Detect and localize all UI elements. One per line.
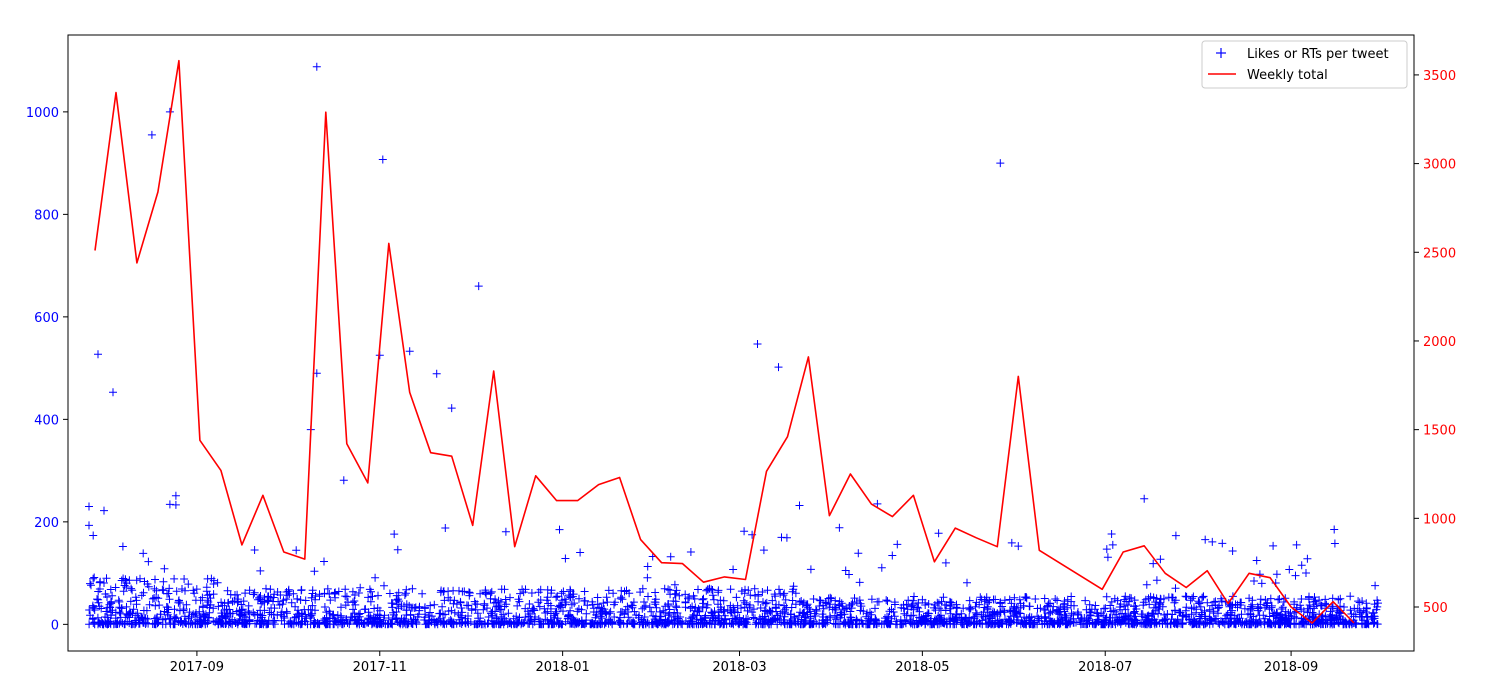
legend-marker-scatter bbox=[1216, 48, 1226, 58]
line-layer bbox=[94, 59, 1355, 624]
y-left-tick-label: 200 bbox=[34, 516, 59, 531]
y-left-tick-label: 0 bbox=[51, 618, 59, 633]
y-axis-right: 500 1000 1500 2000 2500 3000 3500 bbox=[1414, 69, 1456, 616]
legend-label-line: Weekly total bbox=[1247, 68, 1328, 83]
weekly-total-line bbox=[94, 59, 1355, 624]
plot-area-frame bbox=[67, 34, 1415, 652]
x-tick-label: 2018-01 bbox=[535, 660, 589, 675]
x-tick-label: 2018-09 bbox=[1264, 660, 1318, 675]
y-axis-left: 0 200 400 600 800 1000 bbox=[26, 106, 68, 633]
x-tick-label: 2018-07 bbox=[1078, 660, 1132, 675]
legend-label-scatter: Likes or RTs per tweet bbox=[1247, 47, 1389, 62]
scatter-layer bbox=[85, 62, 1382, 629]
y-left-tick-label: 800 bbox=[34, 208, 59, 223]
y-right-tick-label: 500 bbox=[1423, 601, 1448, 616]
scatter-markers bbox=[85, 62, 1382, 629]
y-right-tick-label: 3000 bbox=[1423, 158, 1456, 173]
y-left-tick-label: 600 bbox=[34, 311, 59, 326]
x-tick-label: 2017-09 bbox=[170, 660, 224, 675]
y-right-tick-label: 2500 bbox=[1423, 246, 1456, 261]
y-right-tick-label: 3500 bbox=[1423, 69, 1456, 84]
x-tick-label: 2018-05 bbox=[895, 660, 949, 675]
x-tick-label: 2018-03 bbox=[712, 660, 766, 675]
y-right-tick-label: 1500 bbox=[1423, 424, 1456, 439]
x-axis: 2017-09 2017-11 2018-01 2018-03 2018-05 2018-… bbox=[170, 651, 1318, 675]
y-left-tick-label: 1000 bbox=[26, 106, 59, 121]
y-right-tick-label: 2000 bbox=[1423, 335, 1456, 350]
legend: Likes or RTs per tweet Weekly total bbox=[1201, 40, 1408, 89]
y-left-tick-label: 400 bbox=[34, 413, 59, 428]
y-right-tick-label: 1000 bbox=[1423, 512, 1456, 527]
legend-box bbox=[1201, 40, 1408, 89]
x-tick-label: 2017-11 bbox=[353, 660, 407, 675]
